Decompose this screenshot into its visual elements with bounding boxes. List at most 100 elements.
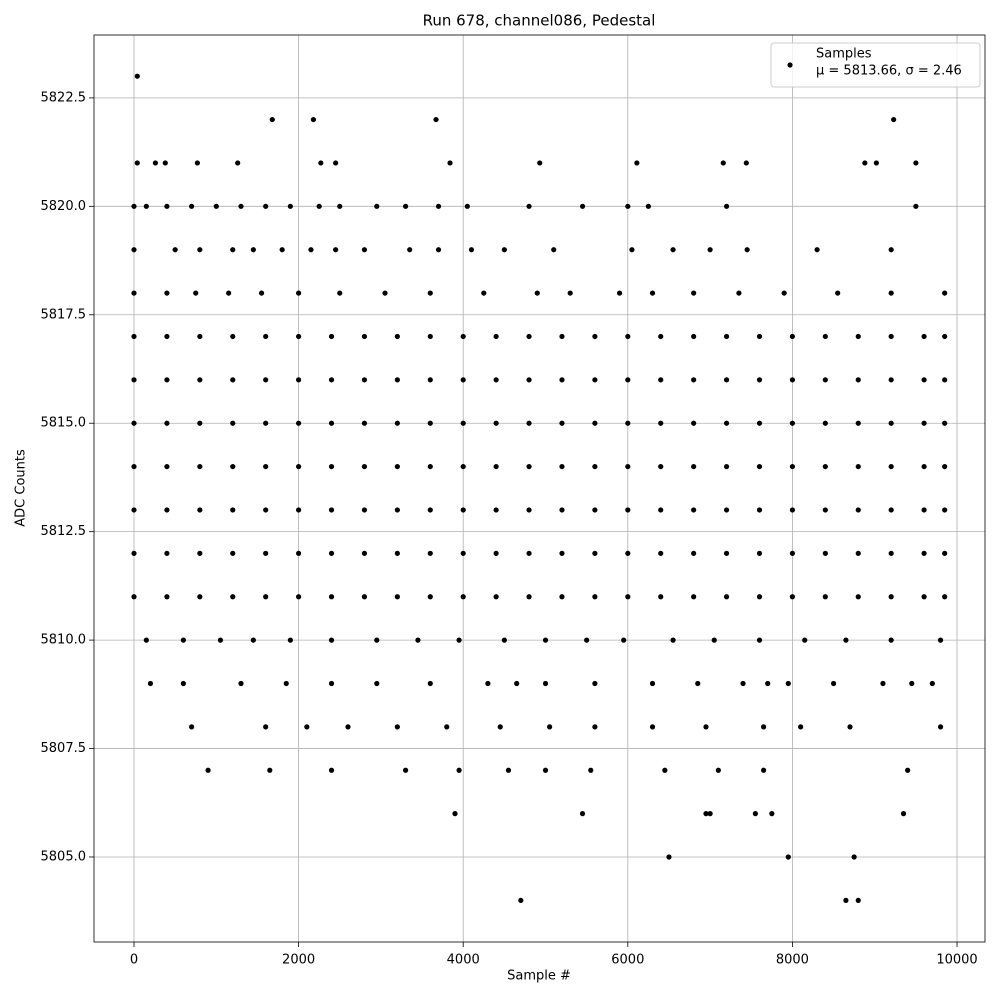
data-point [666, 854, 672, 860]
data-point [888, 594, 894, 600]
data-point [456, 767, 462, 773]
data-point [263, 333, 269, 340]
data-point [164, 463, 170, 470]
data-point [230, 420, 236, 426]
data-point [723, 203, 730, 209]
data-point [328, 550, 335, 556]
data-point [152, 160, 158, 166]
data-point [526, 420, 532, 426]
data-point [645, 203, 651, 209]
data-point [267, 767, 273, 773]
data-point [197, 247, 203, 253]
data-point [691, 420, 697, 426]
data-point [942, 550, 948, 556]
data-point [756, 377, 763, 383]
data-point [592, 724, 598, 730]
data-point [361, 333, 368, 340]
data-point [238, 203, 244, 209]
y-tick-label: 5812.5 [41, 524, 87, 539]
data-point [937, 637, 944, 643]
data-point [789, 507, 796, 513]
data-point [456, 637, 462, 643]
data-point [625, 377, 631, 383]
data-point [394, 724, 400, 730]
data-point [798, 724, 804, 730]
data-point [723, 594, 730, 600]
data-point [435, 203, 442, 209]
data-point [263, 594, 269, 600]
data-point [328, 333, 335, 340]
data-point [493, 463, 499, 470]
x-axis-label: Sample # [507, 969, 571, 984]
data-point [579, 203, 586, 209]
data-point [855, 420, 861, 426]
data-point [921, 550, 927, 556]
data-point [855, 507, 861, 513]
data-point [880, 680, 886, 687]
data-point [296, 377, 302, 383]
data-point [649, 290, 656, 296]
data-point [913, 203, 919, 209]
data-point [756, 333, 763, 340]
data-point [658, 550, 664, 556]
data-point [855, 550, 861, 556]
data-point [736, 290, 742, 296]
data-point [937, 724, 944, 730]
data-point [497, 724, 503, 730]
data-point [197, 377, 203, 383]
data-point [131, 420, 137, 426]
data-point [361, 507, 368, 513]
x-tick-label: 6000 [611, 953, 644, 968]
data-point [873, 160, 879, 166]
data-point [843, 897, 849, 903]
data-point [579, 811, 586, 817]
data-point [164, 290, 170, 296]
data-point [427, 680, 433, 687]
data-point [460, 507, 466, 513]
data-point [526, 507, 532, 513]
data-point [505, 767, 512, 773]
data-point [180, 680, 186, 687]
plot-frame [93, 34, 986, 943]
data-point [361, 463, 368, 470]
data-point [658, 377, 664, 383]
data-point [361, 377, 368, 383]
y-axis-label: ADC Counts [14, 449, 29, 527]
data-point [131, 463, 137, 470]
data-point [131, 550, 137, 556]
data-point [162, 160, 168, 166]
data-point [263, 724, 269, 730]
data-point [164, 203, 170, 209]
data-point [942, 420, 948, 426]
data-point [337, 203, 343, 209]
data-point [460, 550, 466, 556]
data-point [847, 724, 853, 730]
data-point [942, 333, 948, 340]
data-point [592, 550, 598, 556]
legend-label: Samples [816, 47, 872, 62]
legend-box [770, 42, 981, 88]
data-point [900, 811, 907, 817]
data-point [197, 463, 203, 470]
data-point [394, 333, 400, 340]
data-point [559, 507, 565, 513]
data-point [909, 680, 915, 687]
data-point [287, 203, 293, 209]
data-point [143, 203, 149, 209]
data-point [468, 247, 475, 253]
data-point [230, 247, 236, 253]
data-point [427, 290, 433, 296]
data-point [756, 550, 763, 556]
data-point [658, 594, 664, 600]
data-point [164, 377, 170, 383]
data-point [703, 724, 709, 730]
y-tick-label: 5805.0 [41, 849, 87, 864]
data-point [460, 463, 466, 470]
data-point [616, 290, 623, 296]
data-point [625, 550, 631, 556]
data-point [625, 203, 631, 209]
data-point [740, 680, 746, 687]
data-point [501, 247, 507, 253]
data-point [703, 811, 709, 817]
